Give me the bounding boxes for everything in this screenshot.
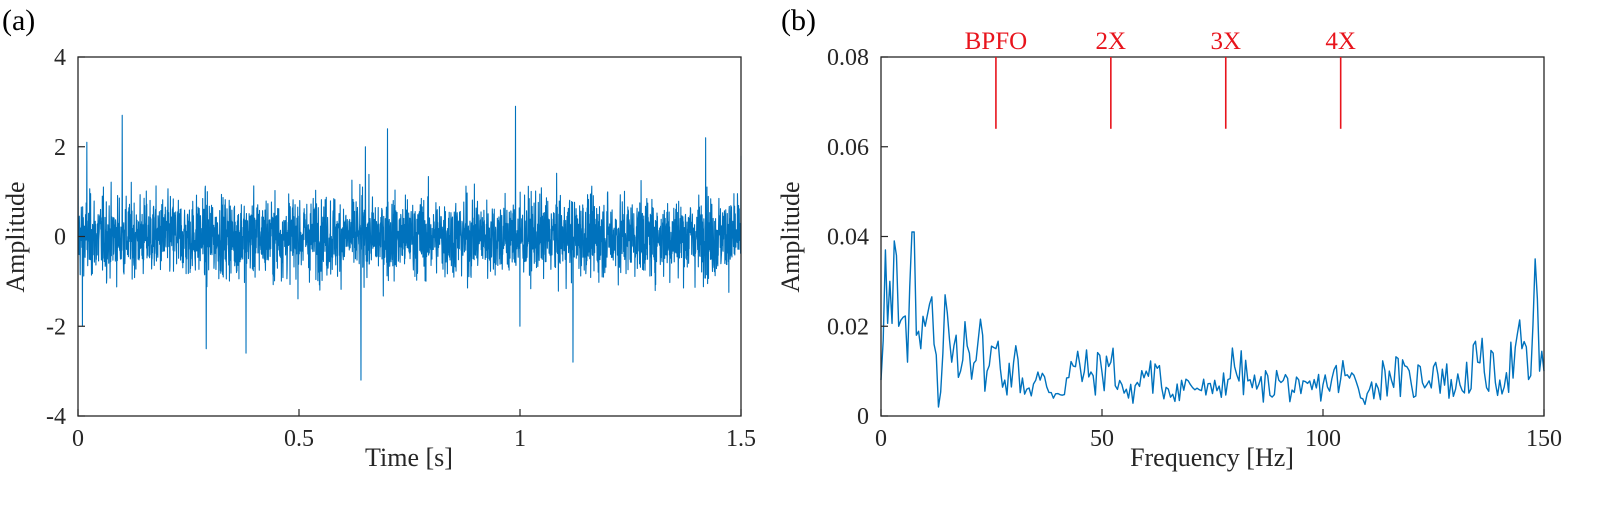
x-tick-label: 0.5 [284, 426, 314, 452]
y-tick-label: 0.08 [827, 45, 869, 71]
x-tick-label: 100 [1305, 426, 1341, 452]
panel-b-axes-box [880, 56, 1545, 417]
y-tick-label: 0.06 [827, 135, 869, 161]
panel-b-x-axis-label: Frequency [Hz] [1130, 443, 1294, 472]
y-tick-label: 0 [54, 225, 66, 251]
marker-label-3x: 3X [1210, 28, 1241, 55]
panel-b-spectrum: (b) 0 50 100 150 0 0.02 0.04 0.06 0.08 BPFO 2X 3X… [776, 4, 1562, 472]
y-tick-label: -4 [46, 404, 66, 430]
marker-label-2x: 2X [1096, 28, 1127, 55]
panel-a-plot-area [77, 105, 742, 381]
marker-label-4x: 4X [1325, 28, 1356, 55]
panel-a-x-axis-label: Time [s] [365, 443, 453, 472]
x-tick-label: 150 [1526, 426, 1562, 452]
y-tick-label: 0 [857, 404, 869, 430]
x-tick-label: 1 [514, 426, 526, 452]
y-tick-label: 0.02 [827, 314, 869, 340]
x-tick-label: 0 [72, 426, 84, 452]
y-tick-label: 0.04 [827, 225, 869, 251]
panel-b-y-axis-label: Amplitude [776, 181, 805, 292]
panel-a-y-ticks: -4 -2 0 2 4 [46, 45, 85, 430]
series-line-spectrum [880, 231, 1545, 408]
panel-a-label: (a) [2, 4, 35, 37]
x-tick-label: 0 [875, 426, 887, 452]
x-tick-label: 1.5 [726, 426, 756, 452]
panel-b-plot-area [880, 231, 1545, 408]
panel-a-x-ticks: 0 0.5 1 1.5 [72, 409, 756, 452]
y-tick-label: -2 [46, 314, 66, 340]
y-tick-label: 4 [54, 45, 66, 71]
panel-b-y-ticks: 0 0.02 0.04 0.06 0.08 [827, 45, 888, 430]
panel-b-label: (b) [781, 4, 816, 37]
x-tick-label: 50 [1090, 426, 1114, 452]
series-line-vibration-signal [77, 105, 742, 381]
panel-a-time-signal: (a) 0 0.5 1 1.5 -4 -2 0 2 4 Time [s] Amplitude [1, 4, 756, 472]
panel-b-fault-markers: BPFO 2X 3X 4X [965, 28, 1356, 129]
y-tick-label: 2 [54, 135, 66, 161]
marker-label-bpfo: BPFO [965, 28, 1028, 55]
panel-a-y-axis-label: Amplitude [1, 181, 30, 292]
panel-b-x-ticks: 0 50 100 150 [875, 409, 1562, 452]
